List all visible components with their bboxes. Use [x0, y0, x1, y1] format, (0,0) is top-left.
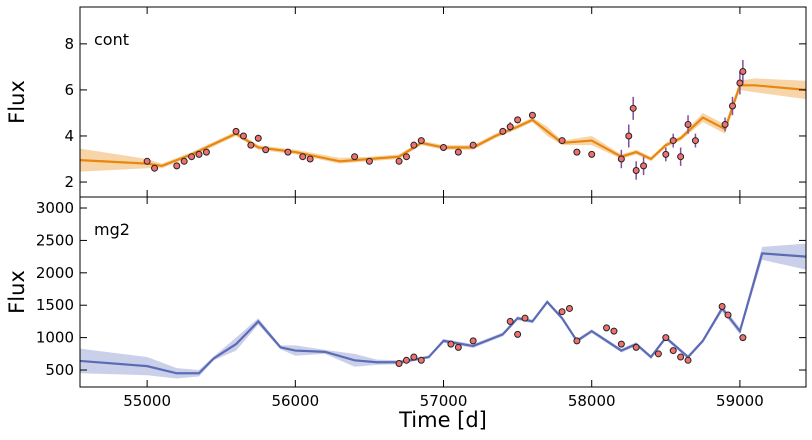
model-line	[80, 252, 806, 375]
observation	[558, 308, 566, 316]
observation	[440, 143, 448, 151]
observation	[173, 162, 181, 170]
x-tick-label: 59000	[716, 392, 764, 410]
observation	[469, 337, 477, 345]
observation	[195, 150, 203, 158]
x-tick-label: 58000	[568, 392, 616, 410]
observation	[573, 148, 581, 156]
observation	[677, 353, 685, 361]
observation	[736, 79, 744, 87]
x-tick-label: 55000	[123, 392, 171, 410]
observation	[299, 153, 307, 161]
observation	[691, 137, 699, 145]
observation	[417, 356, 425, 364]
observation	[528, 111, 536, 119]
observation	[721, 120, 729, 128]
observation	[143, 157, 151, 165]
observation	[514, 116, 522, 124]
y-tick-label: 2500	[36, 231, 74, 249]
observation	[632, 167, 640, 175]
y-tick-label: 500	[45, 361, 74, 379]
observation	[262, 146, 270, 154]
observation	[739, 334, 747, 342]
observation	[151, 164, 159, 172]
observation	[188, 153, 196, 161]
y-axis-label: Flux	[5, 80, 29, 124]
observation	[588, 150, 596, 158]
observation	[351, 153, 359, 161]
observation	[395, 157, 403, 165]
observation	[684, 356, 692, 364]
observation	[565, 304, 573, 312]
panel-label: mg2	[94, 220, 130, 239]
y-tick-label: 2000	[36, 264, 74, 282]
observation	[410, 353, 418, 361]
observation	[684, 120, 692, 128]
y-tick-label: 8	[64, 35, 74, 53]
observation	[402, 153, 410, 161]
observation	[617, 155, 625, 163]
observation	[573, 337, 581, 345]
observation	[603, 324, 611, 332]
observation	[610, 327, 618, 335]
observation	[395, 360, 403, 368]
observation	[239, 132, 247, 140]
observation	[728, 102, 736, 110]
observation	[654, 350, 662, 358]
observation	[410, 141, 418, 149]
x-axis-label: Time [d]	[398, 408, 487, 432]
observation	[724, 311, 732, 319]
observation	[718, 303, 726, 311]
observation	[180, 157, 188, 165]
observation	[469, 141, 477, 149]
observation	[506, 317, 514, 325]
observation	[417, 137, 425, 145]
observation	[629, 104, 637, 112]
observation	[247, 141, 255, 149]
panel-label: cont	[94, 30, 129, 49]
x-tick-label: 56000	[271, 392, 319, 410]
y-tick-label: 6	[64, 81, 74, 99]
y-tick-label: 1000	[36, 329, 74, 347]
observation	[677, 153, 685, 161]
observation	[365, 157, 373, 165]
y-axis-label: Flux	[5, 270, 29, 314]
observation	[202, 148, 210, 156]
frame	[79, 6, 807, 198]
observation	[558, 137, 566, 145]
model-band	[80, 243, 806, 379]
observation	[506, 123, 514, 131]
observation	[662, 334, 670, 342]
observation	[739, 67, 747, 75]
observation	[284, 148, 292, 156]
observation	[306, 155, 314, 163]
observation	[640, 162, 648, 170]
observation	[617, 340, 625, 348]
y-tick-label: 2	[64, 173, 74, 191]
observation	[232, 127, 240, 135]
frame	[79, 196, 807, 388]
observation	[662, 150, 670, 158]
observation	[514, 330, 522, 338]
y-tick-label: 1500	[36, 296, 74, 314]
observation	[499, 127, 507, 135]
y-tick-label: 4	[64, 127, 74, 145]
observation	[625, 132, 633, 140]
observation	[254, 134, 262, 142]
observation	[454, 148, 462, 156]
observation	[402, 356, 410, 364]
observation	[669, 137, 677, 145]
observation	[454, 343, 462, 351]
observation	[632, 343, 640, 351]
observation	[447, 340, 455, 348]
x-tick-label: 57000	[420, 392, 468, 410]
y-tick-label: 3000	[36, 199, 74, 217]
observation	[669, 347, 677, 355]
observation	[521, 314, 529, 322]
